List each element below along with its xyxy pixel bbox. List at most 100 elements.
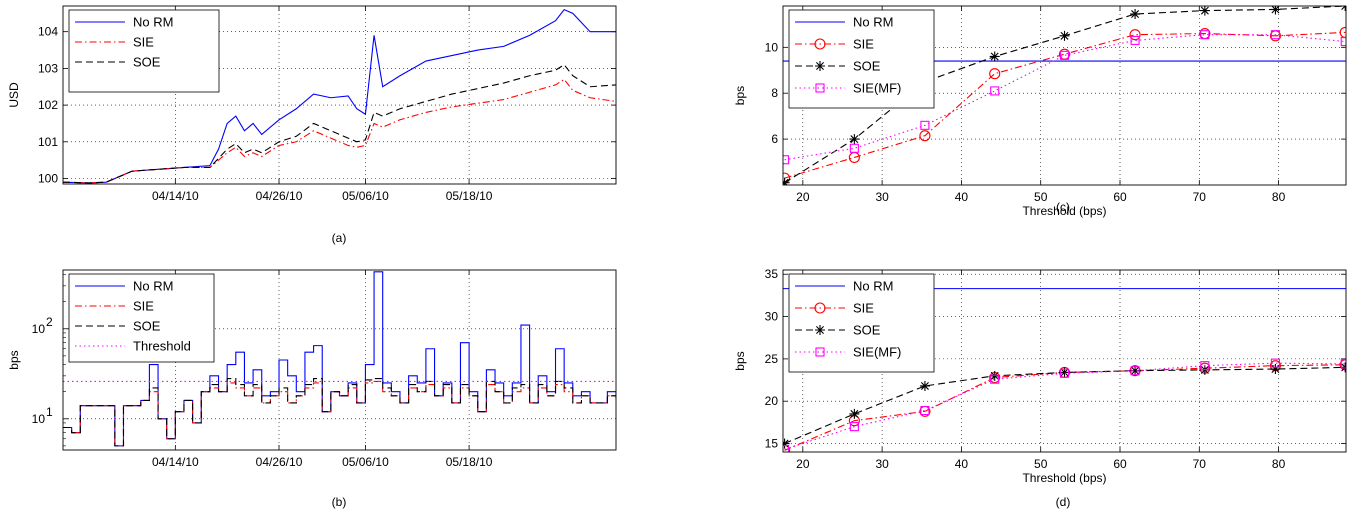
legend: No RM SIE SOE SIE(MF)	[788, 273, 935, 373]
legend-marker	[815, 83, 825, 93]
axes-frame	[782, 269, 1347, 453]
legend-entry-label: SIE(MF)	[853, 345, 901, 360]
data-point-marker	[919, 380, 930, 391]
series-group	[63, 8, 616, 184]
data-point-marker	[990, 86, 1000, 96]
x-tick-label: 70	[1193, 190, 1207, 204]
legend-entry-label: SIE	[853, 37, 874, 52]
y-tick-exponent: 1	[46, 405, 53, 419]
y-tick-label: 30	[765, 310, 779, 324]
y-axis-label: bps	[733, 351, 747, 370]
chart-panel-d: 20 30 40 50 60 70 80 15 20 25 30 35 bps Threshold (bp…	[733, 267, 1347, 509]
data-point-marker	[1130, 366, 1140, 376]
x-tick-label: 05/18/10	[446, 455, 493, 469]
y-axis-label: bps	[733, 86, 747, 105]
panel-label: (b)	[332, 495, 347, 509]
data-point-marker	[1129, 29, 1141, 41]
legend-box	[788, 273, 935, 373]
axes-frame	[62, 269, 617, 451]
x-tick-label: 05/06/10	[342, 189, 389, 203]
y-tick-label: 10	[32, 412, 46, 426]
legend-entry-label: No RM	[133, 279, 173, 294]
x-tick-label: 20	[796, 457, 810, 471]
data-point-marker	[989, 370, 1000, 381]
data-point-marker	[849, 422, 859, 432]
data-point-marker	[1270, 6, 1281, 15]
panel-label: (c)	[1056, 200, 1070, 214]
y-tick-label: 8	[771, 86, 778, 100]
data-point-marker	[1200, 30, 1210, 40]
data-point-marker	[783, 438, 790, 449]
y-axis-label: USD	[7, 82, 21, 108]
chart-panel-a: 04/14/10 04/26/10 05/06/10 05/18/10 100 101 10…	[7, 5, 617, 245]
series-line-sie-mf-	[784, 34, 1346, 161]
legend-marker	[814, 302, 826, 314]
x-tick-label: 60	[1113, 457, 1127, 471]
data-point-marker	[1130, 35, 1140, 45]
data-point-marker	[1340, 359, 1346, 369]
legend-entry-label: Threshold	[133, 339, 191, 354]
data-point-marker	[849, 408, 860, 419]
x-tick-label: 20	[796, 190, 810, 204]
data-point-marker	[849, 134, 860, 145]
series-group	[63, 271, 616, 447]
data-point-marker	[1270, 30, 1280, 40]
y-tick-label: 101	[38, 135, 58, 149]
data-point-marker	[920, 120, 930, 130]
data-point-marker	[1340, 37, 1346, 47]
x-tick-label: 40	[955, 457, 969, 471]
legend-box	[68, 273, 215, 363]
data-point-marker	[783, 177, 790, 185]
legend-entry-label: SOE	[853, 59, 881, 74]
data-point-marker	[783, 444, 790, 452]
legend: No RM SIE SOE	[68, 9, 220, 93]
x-axis-label: Threshold (bps)	[1022, 204, 1106, 218]
legend-entry-label: SOE	[133, 55, 161, 70]
panel-label: (a)	[332, 231, 347, 245]
y-axis-label: bps	[7, 350, 21, 369]
legend: No RM SIE SOE Threshold	[68, 273, 215, 363]
data-point-marker	[1059, 50, 1070, 60]
y-tick-label: 103	[38, 61, 58, 75]
y-tick-label: 15	[765, 437, 779, 451]
legend-entry-label: No RM	[853, 279, 893, 294]
legend: No RM SIE SOE SIE(MF)	[788, 9, 935, 109]
data-point-marker	[783, 155, 790, 165]
x-tick-label: 04/26/10	[256, 189, 303, 203]
data-point-marker	[989, 68, 1001, 80]
data-point-marker	[920, 405, 930, 416]
legend-marker	[815, 61, 825, 71]
chart-panel-c: 20 30 40 50 60 70 80 6 8 10 bps Threshold (bps)(c) N…	[733, 5, 1347, 218]
x-tick-label: 04/14/10	[152, 189, 199, 203]
y-tick-label: 10	[765, 40, 779, 54]
legend-marker	[815, 347, 825, 357]
x-tick-label: 04/14/10	[152, 455, 199, 469]
y-tick-label: 6	[771, 132, 778, 146]
x-tick-label: 50	[1034, 190, 1048, 204]
data-point-marker	[1130, 9, 1141, 20]
y-tick-label: 102	[38, 98, 58, 112]
legend-entry-label: SIE(MF)	[853, 81, 901, 96]
data-point-marker	[1059, 368, 1070, 378]
y-tick-label: 104	[38, 25, 58, 39]
y-tick-label: 25	[765, 352, 779, 366]
data-point-marker	[919, 130, 931, 142]
panel-label: (d)	[1056, 495, 1071, 509]
legend-marker	[815, 325, 825, 335]
data-point-marker	[990, 374, 1000, 384]
x-axis-label: Threshold (bps)	[1022, 471, 1106, 485]
x-tick-label: 05/06/10	[342, 455, 389, 469]
series-line-soe	[63, 377, 616, 447]
y-tick-label: 10	[32, 322, 46, 336]
data-point-marker	[1059, 367, 1070, 378]
data-point-marker	[989, 51, 1000, 62]
y-tick-exponent: 2	[46, 315, 53, 329]
legend-entry-label: No RM	[133, 15, 173, 30]
x-tick-label: 80	[1272, 457, 1286, 471]
series-line-sie	[784, 31, 1346, 179]
x-tick-label: 30	[875, 190, 889, 204]
y-tick-label: 35	[765, 267, 779, 281]
data-point-marker	[1059, 30, 1070, 41]
